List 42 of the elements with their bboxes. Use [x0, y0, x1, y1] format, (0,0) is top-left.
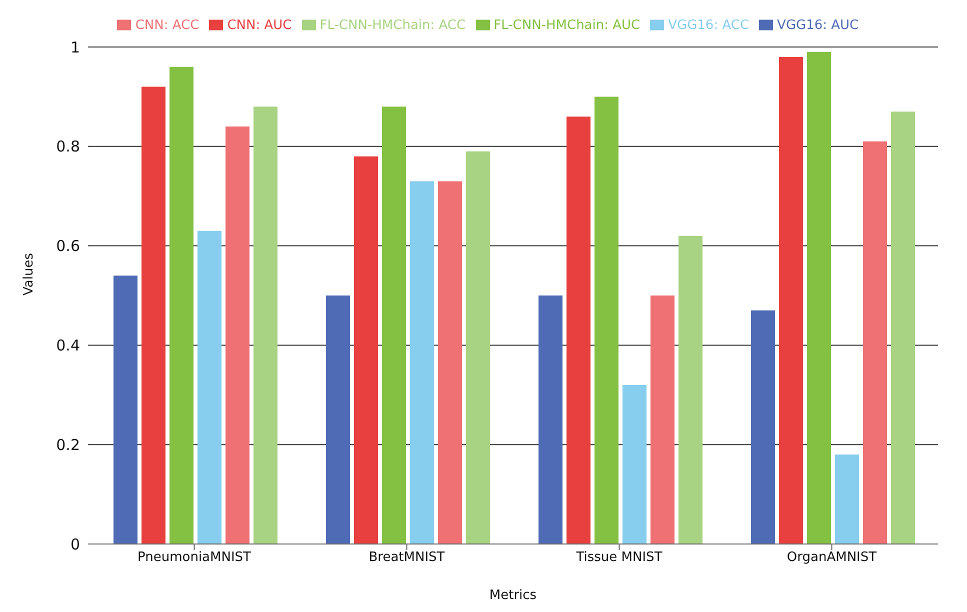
bar — [779, 56, 803, 544]
bar — [226, 126, 250, 544]
legend-label: VGG16: AUC — [777, 18, 859, 33]
y-tick-label: 0.4 — [56, 336, 80, 355]
bar — [410, 181, 434, 544]
y-tick-label: 0.6 — [56, 237, 80, 256]
bar — [751, 310, 775, 544]
x-tick-label: OrganAMNIST — [786, 550, 877, 566]
bar — [566, 116, 590, 544]
y-tick-label: 1 — [70, 38, 80, 56]
y-axis-title: Values — [22, 252, 37, 296]
bar — [326, 296, 350, 544]
x-tick-label: Tissue MNIST — [575, 550, 662, 566]
legend-label: FL-CNN-HMChain: AUC — [494, 18, 640, 33]
bar — [538, 296, 562, 544]
bar — [863, 141, 887, 544]
bar — [170, 66, 194, 544]
bar — [354, 156, 378, 544]
bar — [650, 296, 674, 544]
legend-label: VGG16: ACC — [668, 18, 750, 33]
bar — [466, 151, 490, 544]
bar — [622, 384, 646, 544]
y-tick-label: 0.2 — [56, 436, 80, 454]
bar — [835, 454, 859, 544]
y-tick-label: 0.8 — [56, 138, 80, 156]
bar — [382, 106, 406, 544]
x-tick-label: PneumoniaMNIST — [138, 550, 252, 566]
x-axis-title: Metrics — [489, 588, 537, 603]
legend-label: CNN: ACC — [135, 18, 200, 33]
x-tick-label: BreatMNIST — [368, 550, 445, 566]
bar — [438, 181, 462, 544]
bar — [114, 276, 138, 544]
bar — [198, 230, 222, 544]
bar — [594, 96, 618, 544]
bar — [678, 236, 702, 544]
legend-label: CNN: AUC — [227, 18, 292, 33]
bar — [142, 86, 166, 544]
bar — [807, 52, 831, 544]
bar — [254, 106, 278, 544]
bar — [891, 112, 915, 544]
legend-label: FL-CNN-HMChain: ACC — [320, 18, 466, 33]
y-tick-label: 0 — [70, 535, 80, 554]
